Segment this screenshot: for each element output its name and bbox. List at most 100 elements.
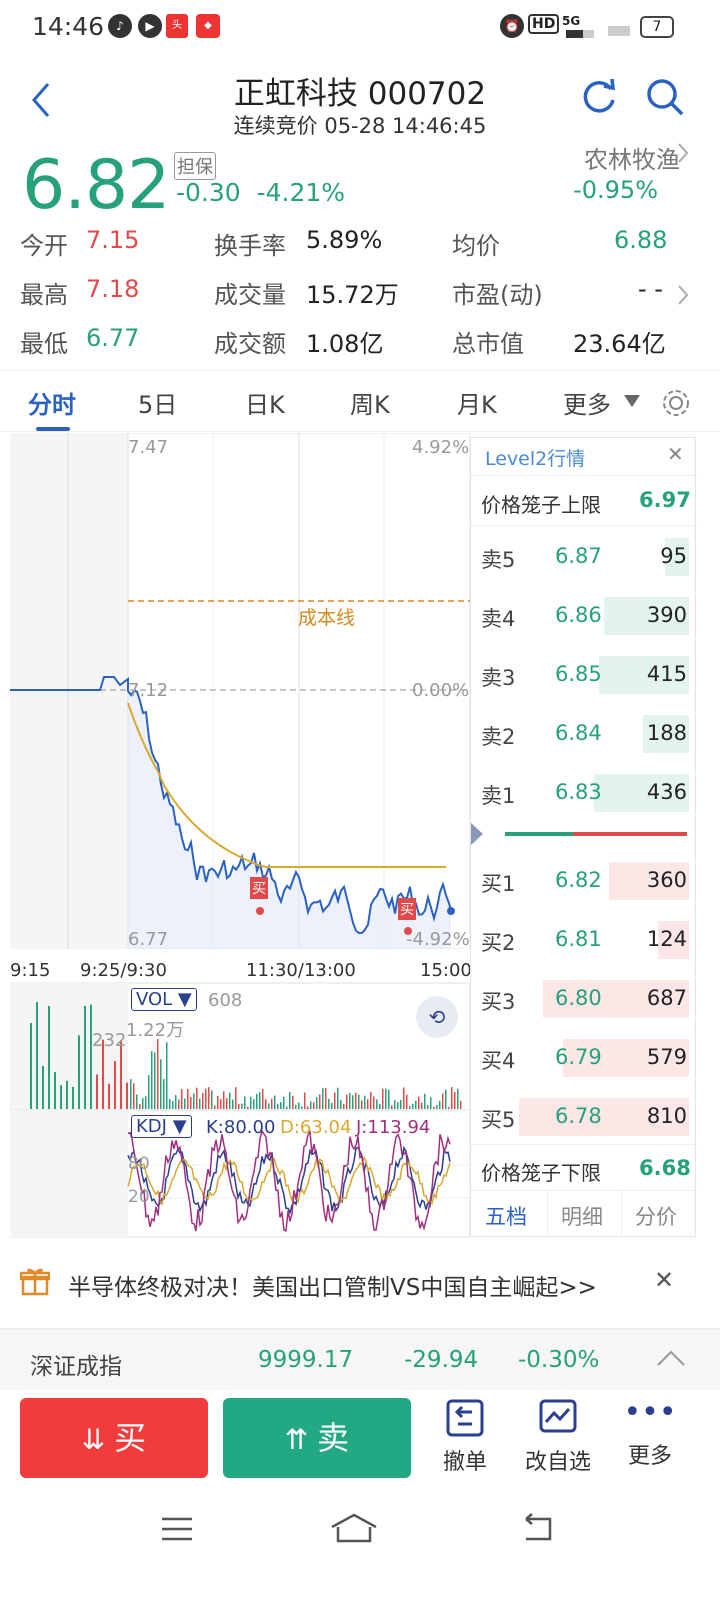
ask-level-row[interactable]: 卖3 6.85 415 xyxy=(471,650,697,700)
more-button[interactable]: ••• 更多 xyxy=(610,1398,690,1470)
tab-5day[interactable]: 5日 xyxy=(138,391,178,419)
settings-gear-icon[interactable] xyxy=(660,387,692,419)
bid-level-row[interactable]: 买1 6.82 360 xyxy=(471,856,697,906)
back-nav-icon[interactable] xyxy=(520,1513,556,1543)
volume-depth-bar xyxy=(604,597,689,635)
tab-price-dist[interactable]: 分价 xyxy=(635,1205,677,1229)
cancel-order-button[interactable]: 撤单 xyxy=(425,1398,505,1476)
volume-bar xyxy=(319,1094,321,1109)
volume-bar xyxy=(241,1103,243,1109)
buy-button[interactable]: ⇊ 买 xyxy=(20,1398,208,1478)
chevron-up-icon[interactable] xyxy=(656,1349,686,1367)
chevron-right-icon[interactable] xyxy=(676,142,690,164)
kdj-d-value: D:63.04 xyxy=(280,1117,352,1138)
level-label: 买5 xyxy=(481,1108,516,1132)
chevron-right-icon[interactable] xyxy=(676,284,690,306)
tab-weekly-k[interactable]: 周K xyxy=(350,391,390,419)
signal-icon xyxy=(566,30,594,38)
index-value: 9999.17 xyxy=(258,1347,354,1373)
close-icon[interactable]: ✕ xyxy=(667,442,684,466)
volume-bar xyxy=(277,1103,279,1109)
index-change: -29.94 xyxy=(404,1347,479,1373)
level-volume: 124 xyxy=(646,927,687,951)
expand-panel-icon[interactable] xyxy=(470,822,484,846)
level2-panel: Level2行情 ✕ 价格笼子上限 6.97 卖5 6.87 95 卖4 6.86 390… xyxy=(470,437,697,1237)
kdj-20-label: 20 xyxy=(128,1187,150,1207)
back-icon[interactable] xyxy=(28,80,56,120)
refresh-icon[interactable] xyxy=(578,76,620,118)
volume-bar xyxy=(295,1104,297,1109)
bid-level-row[interactable]: 买5 6.78 810 xyxy=(471,1092,697,1142)
tab-detail[interactable]: 明细 xyxy=(561,1205,603,1229)
tab-daily-k[interactable]: 日K xyxy=(245,391,285,419)
ask-level-row[interactable]: 卖1 6.83 436 xyxy=(471,768,697,818)
tab-monthly-k[interactable]: 月K xyxy=(457,391,497,419)
tab-five-levels[interactable]: 五档 xyxy=(485,1205,527,1229)
bid-level-row[interactable]: 买2 6.81 124 xyxy=(471,915,697,965)
volume-bar xyxy=(139,1103,141,1109)
volume-bar xyxy=(298,1102,300,1109)
rotate-screen-icon[interactable]: ⟲ xyxy=(416,996,458,1038)
edit-watchlist-button[interactable]: 改自选 xyxy=(518,1398,598,1476)
kdj-indicator-select[interactable]: KDJ ▼ xyxy=(131,1115,192,1138)
intraday-chart[interactable]: 7.47 4.92% 7.12 0.00% 6.77 -4.92% 成本线 买 … xyxy=(9,432,472,1238)
dropdown-icon[interactable] xyxy=(624,395,640,407)
index-bar[interactable]: 深证成指 9999.17 -29.94 -0.30% xyxy=(0,1328,720,1390)
tab-more[interactable]: 更多 xyxy=(563,391,611,419)
volume-bar xyxy=(265,1099,267,1109)
news-banner[interactable]: 半导体终极对决！美国出口管制VS中国自主崛起>> ✕ xyxy=(0,1252,720,1316)
search-icon[interactable] xyxy=(644,76,686,118)
sector-name[interactable]: 农林牧渔 xyxy=(584,146,680,174)
volume-bar xyxy=(388,1089,390,1109)
volume-bar xyxy=(424,1093,426,1109)
volume-bar xyxy=(283,1096,285,1109)
cancel-order-icon xyxy=(446,1399,484,1437)
volume-depth-bar xyxy=(563,1039,689,1077)
level-volume: 95 xyxy=(660,544,687,568)
volume-bar xyxy=(196,1087,198,1109)
volume-bar xyxy=(36,1002,38,1109)
volume-bar xyxy=(370,1092,372,1109)
bid-level-row[interactable]: 买3 6.80 687 xyxy=(471,974,697,1024)
home-icon[interactable] xyxy=(330,1511,378,1543)
volume-bar xyxy=(376,1099,378,1109)
volume-bar xyxy=(445,1089,447,1109)
volume-bar xyxy=(364,1095,366,1109)
stat-label: 均价 xyxy=(452,232,500,260)
volume-bar xyxy=(154,1052,156,1109)
stat-label: 最高 xyxy=(20,281,68,309)
bid-level-row[interactable]: 买4 6.79 579 xyxy=(471,1033,697,1083)
volume-bar xyxy=(382,1088,384,1109)
tab-intraday[interactable]: 分时 xyxy=(28,391,76,419)
volume-bar xyxy=(289,1092,291,1109)
lower-limit-label: 价格笼子下限 xyxy=(481,1161,601,1185)
volume-bar xyxy=(310,1101,312,1109)
volume-bar xyxy=(54,1072,56,1109)
price-change: -0.30 -4.21% xyxy=(176,178,345,207)
ask-level-row[interactable]: 卖4 6.86 390 xyxy=(471,591,697,641)
vol-indicator-select[interactable]: VOL ▼ xyxy=(131,988,197,1011)
ask-level-row[interactable]: 卖2 6.84 188 xyxy=(471,709,697,759)
change-pct: -4.21% xyxy=(256,178,346,207)
level-volume: 687 xyxy=(646,986,687,1010)
level-price: 6.87 xyxy=(555,544,602,568)
volume-depth-bar xyxy=(519,1098,689,1136)
level-price: 6.83 xyxy=(555,780,602,804)
close-icon[interactable]: ✕ xyxy=(654,1266,675,1294)
volume-bar xyxy=(142,1097,144,1109)
sell-button[interactable]: ⇈ 卖 xyxy=(223,1398,411,1478)
level-price: 6.82 xyxy=(555,868,602,892)
music-app-icon: ♪ xyxy=(108,14,132,38)
volume-bar xyxy=(316,1097,318,1109)
menu-icon[interactable] xyxy=(160,1515,194,1543)
volume-bar xyxy=(238,1103,240,1109)
bid-ratio-bar xyxy=(573,832,687,836)
lower-limit-value: 6.68 xyxy=(639,1156,691,1180)
ask-level-row[interactable]: 卖5 6.87 95 xyxy=(471,532,697,582)
volume-bar xyxy=(145,1096,147,1109)
page-title: 正虹科技 000702 xyxy=(233,76,487,112)
news-text[interactable]: 半导体终极对决！美国出口管制VS中国自主崛起>> xyxy=(68,1275,597,1301)
quote-panel: 6.82 担保 -0.30 -4.21% 农林牧渔 -0.95% 今开 7.15… xyxy=(0,140,720,370)
volume-bar xyxy=(274,1095,276,1109)
sell-arrow-icon: ⇈ xyxy=(284,1423,318,1456)
